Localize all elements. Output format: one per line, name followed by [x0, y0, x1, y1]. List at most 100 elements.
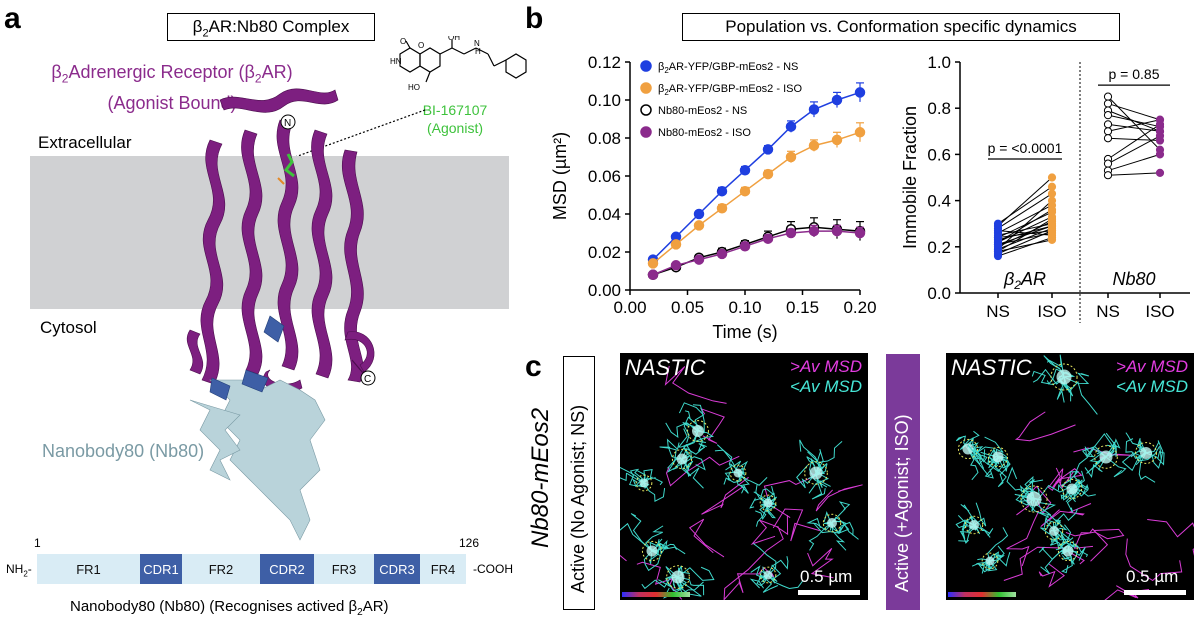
cluster-hull [1135, 442, 1157, 464]
if-pair-line [1107, 135, 1161, 165]
if-pair-line [997, 225, 1053, 245]
track-short [1049, 530, 1064, 551]
cluster-core [646, 545, 658, 557]
if-point-iso [1155, 120, 1165, 129]
if-pair-line [997, 239, 1053, 252]
cluster-hull [687, 420, 709, 442]
msd-point [854, 227, 866, 239]
cluster-hull [759, 566, 777, 584]
msd-y-tick-label: 0.08 [588, 129, 621, 148]
if-y-tick-label: 1.0 [927, 53, 951, 72]
if-x-tick-label: NS [986, 302, 1010, 321]
msd-point [831, 134, 843, 146]
track-short [749, 574, 769, 589]
domain-cdr1: CDR1 [140, 554, 182, 584]
cluster-hull [1020, 485, 1048, 513]
micrograph-iso-color-bar [948, 592, 1016, 597]
if-group-label: Nb80 [1112, 269, 1155, 289]
track-short [677, 566, 715, 581]
track-long [688, 518, 725, 558]
if-pair-line [997, 230, 1053, 239]
nh2-label: NH2- [6, 562, 32, 579]
micrograph-iso-scale-label: 0.5 µm [1126, 567, 1179, 586]
track-short [809, 457, 828, 488]
track-short [1019, 479, 1044, 500]
track-short [1057, 483, 1073, 501]
track-short [1053, 524, 1072, 551]
receptor-label-line2: (Agonist Bound) [107, 92, 237, 113]
if-x-tick-label: ISO [1145, 302, 1174, 321]
agonist-leader-line [294, 109, 426, 158]
track-short [755, 502, 769, 521]
if-y-tick-label: 0.0 [927, 284, 951, 303]
if-point-ns [1103, 111, 1113, 120]
micrograph-iso-title: NASTIC [951, 355, 1032, 380]
msd-y-tick-label: 0.12 [588, 53, 621, 72]
track-short [677, 576, 705, 596]
left-condition-box: Active (No Agonist; NS) [563, 356, 595, 610]
track-short [967, 444, 999, 466]
if-point-iso [1047, 182, 1057, 191]
track-short [1145, 440, 1164, 464]
track-short [649, 542, 661, 564]
chem-HN: HN [390, 57, 402, 66]
msd-point [693, 254, 705, 265]
msd-point [785, 227, 797, 239]
track-long [1125, 538, 1183, 582]
track-short [1067, 543, 1089, 558]
track-long [1052, 467, 1083, 488]
track-short [989, 551, 1011, 567]
chem-N: N [474, 39, 480, 48]
domain-end-label: 126 [459, 536, 480, 550]
if-point-iso [1047, 189, 1057, 198]
if-pair-line [1107, 153, 1161, 172]
if-point-iso [1155, 150, 1165, 159]
nanobody-caption: Nanobody80 (Nb80) (Recognises actived β2… [70, 598, 389, 618]
track-short [1031, 370, 1065, 386]
if-point-iso [1047, 205, 1057, 214]
msd-point [762, 144, 774, 155]
msd-x-tick-label: 0.10 [728, 298, 761, 317]
track-short [678, 446, 689, 467]
domain-cdr3: CDR3 [374, 554, 420, 584]
msd-legend-label: β2AR-YFP/GBP-mEos2 - ISO [658, 83, 802, 97]
track-short [1073, 448, 1107, 485]
if-pair-line [997, 230, 1053, 236]
track-short [987, 527, 1009, 562]
if-pair-line [997, 237, 1053, 257]
track-short [756, 574, 769, 589]
cluster-hull [987, 446, 1009, 468]
msd-x-tick-label: 0.15 [786, 298, 819, 317]
track-short [659, 446, 683, 460]
msd-point [739, 165, 751, 176]
cluster-hull [666, 565, 690, 589]
msd-point [808, 140, 820, 151]
if-pair-line [997, 204, 1053, 234]
msd-series-line [652, 230, 861, 276]
cluster-hull [1050, 363, 1078, 391]
if-p-value: p = 0.85 [1109, 66, 1160, 82]
if-point-ns [993, 233, 1003, 242]
msd-point [785, 121, 797, 132]
cluster-core [992, 451, 1004, 463]
n-terminus-label: N [284, 118, 291, 129]
msd-point [739, 185, 751, 197]
if-point-ns [1103, 120, 1113, 129]
if-pair-line [997, 193, 1053, 229]
if-y-tick-label: 0.4 [927, 192, 951, 211]
track-short [994, 456, 1007, 488]
track-short [959, 524, 975, 540]
track-short [815, 440, 843, 474]
cluster-hull [804, 461, 828, 485]
msd-point [647, 258, 659, 269]
cluster-core [763, 498, 773, 508]
cluster-hull [1094, 445, 1118, 469]
agonist-label: BI-167107 (Agonist) [405, 101, 505, 137]
chem-O1: O [400, 37, 406, 46]
receptor-nanobody-structure: N C [186, 88, 376, 541]
micrograph-ns: NASTIC >Av MSD <Av MSD 0.5 µm [620, 353, 868, 600]
msd-point [808, 104, 820, 115]
track-short [753, 543, 777, 576]
if-pair-line [1107, 123, 1161, 160]
micrograph-ns-title: NASTIC [625, 355, 706, 380]
